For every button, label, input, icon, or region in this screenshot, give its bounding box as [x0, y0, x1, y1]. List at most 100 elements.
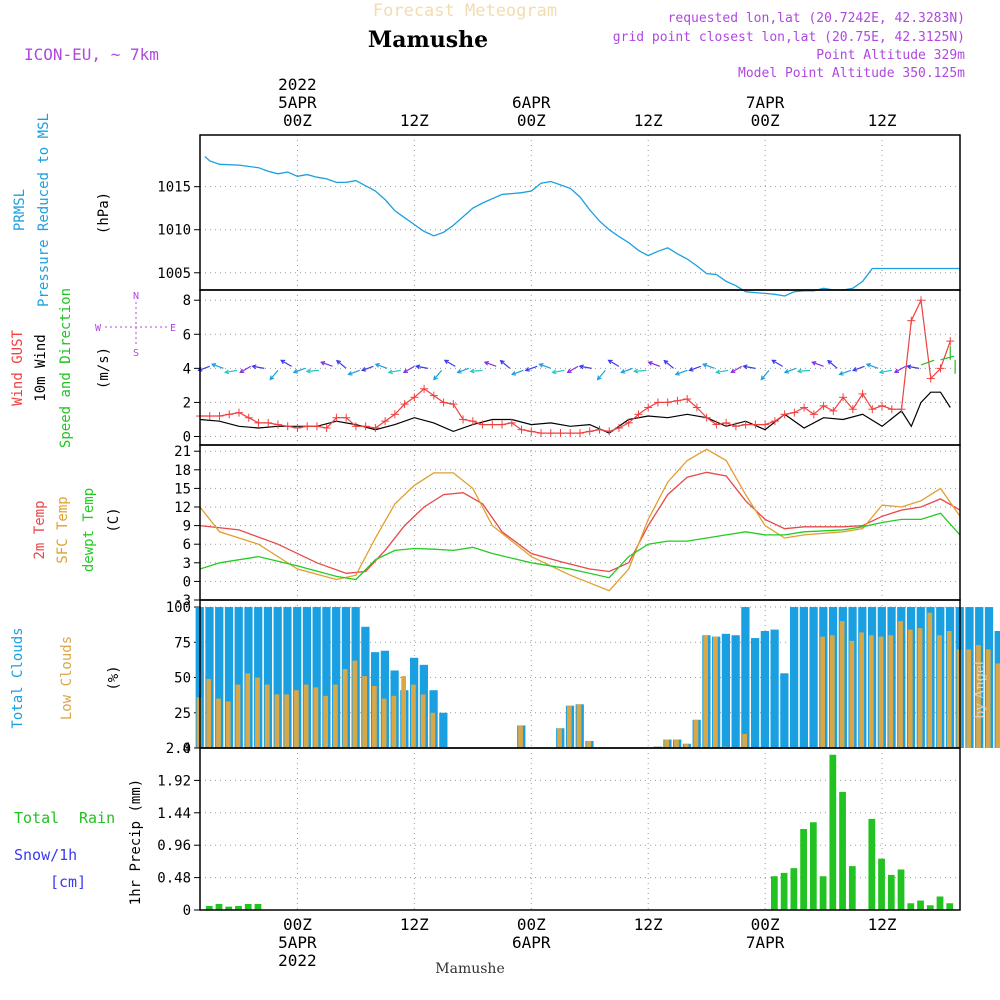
temp-panel-ytick-label: 18 [174, 463, 191, 479]
wind-arrow-shaft [597, 369, 606, 380]
clouds-panel-ytick-label: 0 [183, 741, 191, 757]
wind-arrow-shaft [812, 361, 824, 367]
wind-arrow-head [730, 368, 736, 373]
wind-arrow-shaft [839, 369, 852, 376]
low-clouds-bar [907, 629, 913, 748]
wind-arrow-head [269, 375, 275, 381]
wind-gust-point [692, 403, 701, 412]
wind-arrow-shaft [771, 359, 783, 367]
low-clouds-bar [245, 673, 251, 748]
wind-direction-arrow [456, 367, 470, 374]
wind-arrow-head [524, 367, 530, 372]
wind-gust-point [546, 429, 555, 438]
temp-panel-ytick-label: 12 [174, 500, 191, 516]
low-clouds-bar [410, 684, 416, 748]
temp-panel-ytick-label: 0 [183, 574, 191, 590]
prmsl-desc-label: Pressure Reduced to MSL [36, 113, 52, 307]
low-clouds-bar [303, 684, 309, 748]
wind-gust-point [410, 393, 419, 402]
wind-arrow-head [647, 361, 653, 366]
wind-arrow-shaft [457, 367, 470, 374]
wind-arrow-shaft [484, 361, 497, 367]
precip-panel-frame [199, 747, 961, 911]
wind-arrow-head [443, 359, 449, 365]
panels-layer: 10051010101502468-3036912151821025507510… [157, 134, 1000, 919]
wind-direction-arrow [280, 359, 292, 367]
wind-arrow-shaft [280, 359, 292, 367]
wind-arrow-head [469, 368, 475, 374]
wind-arrow-head [674, 371, 680, 376]
wind-arrow-shaft [239, 365, 251, 373]
wind-arrow-shaft [879, 369, 892, 374]
total-clouds-bar [332, 607, 341, 748]
low-clouds-bar [372, 685, 377, 748]
wind-arrow-shaft [567, 365, 579, 373]
low-clouds-bar [401, 676, 406, 748]
wind-gust-point [722, 418, 731, 427]
wind-gust-point [848, 405, 857, 414]
prmsl-unit-label: (hPa) [96, 192, 112, 234]
wind-gust-point [663, 398, 672, 407]
wind-arrow-shaft [579, 365, 592, 369]
wind-gust-point [390, 410, 399, 419]
wind-gust-point [683, 395, 692, 404]
wind-gust-point [273, 420, 282, 429]
wind-direction-arrow [852, 365, 865, 372]
prmsl-panel-ytick-label: 1015 [157, 180, 191, 196]
total-clouds-bar [741, 607, 750, 748]
precip-bar [907, 903, 915, 910]
low-clouds-bar [323, 695, 329, 748]
wind-arrow-head [499, 359, 505, 365]
precip-panel-ytick-label: 0.96 [157, 838, 191, 854]
wind-arrow-shaft [648, 361, 661, 367]
wind-gust-point [225, 410, 234, 419]
precip-bar [225, 906, 233, 910]
wind-arrow-head [387, 369, 393, 375]
wind-gust-point [361, 422, 370, 431]
wind-direction-label: Speed and Direction [58, 288, 74, 448]
wind-arrow-head [578, 364, 584, 370]
low-clouds-bar [557, 728, 562, 748]
precip-bar [235, 905, 242, 910]
wind-gust-point [205, 412, 214, 421]
wind-direction-arrow [760, 369, 770, 381]
total-clouds-bar [760, 631, 769, 748]
wind-gust-point [897, 405, 906, 414]
wind-direction-arrow [688, 365, 702, 372]
wind-arrow-head [663, 359, 669, 365]
low-clouds-bar [333, 684, 338, 748]
wind-direction-arrow [511, 369, 524, 376]
total-clouds-bar [809, 607, 818, 748]
wind-gust-point [878, 401, 887, 410]
wind-gust-point [653, 398, 662, 407]
wind-gust-point [839, 393, 848, 402]
wind-arrow-shaft [470, 369, 483, 372]
wind-direction-arrow [865, 363, 879, 369]
bottom-axis-label: 5APR [278, 933, 317, 952]
wind-arrow-head [688, 367, 694, 372]
wind-arrow-shaft [760, 369, 770, 380]
wind-arrow-head [771, 359, 777, 365]
wind-arrow-head [433, 375, 438, 381]
wind-gust-point [498, 420, 507, 429]
wind-arrow-shaft [539, 363, 551, 369]
wind-gust-point [468, 417, 477, 426]
wind-arrow-shaft [702, 363, 715, 369]
total-clouds-bar [731, 635, 740, 748]
wind-direction-arrow [239, 365, 251, 373]
top-axis-label: 2022 [278, 75, 317, 94]
precip-bar [771, 876, 778, 910]
wind-direction-arrow [223, 369, 238, 375]
signature: by Angel [973, 661, 988, 719]
low-clouds-bar [829, 635, 835, 748]
wind-gust-point [429, 391, 438, 400]
low-clouds-bar [274, 694, 280, 748]
low-clouds-bar [742, 733, 748, 748]
precip-panel: 0 0.48 0.96 1.44 1.92 2.4 [157, 741, 960, 919]
total-clouds-bar [224, 607, 234, 748]
low-clouds-bar [985, 649, 991, 748]
wind-panel: 0 2 4 6 8 [183, 290, 960, 445]
